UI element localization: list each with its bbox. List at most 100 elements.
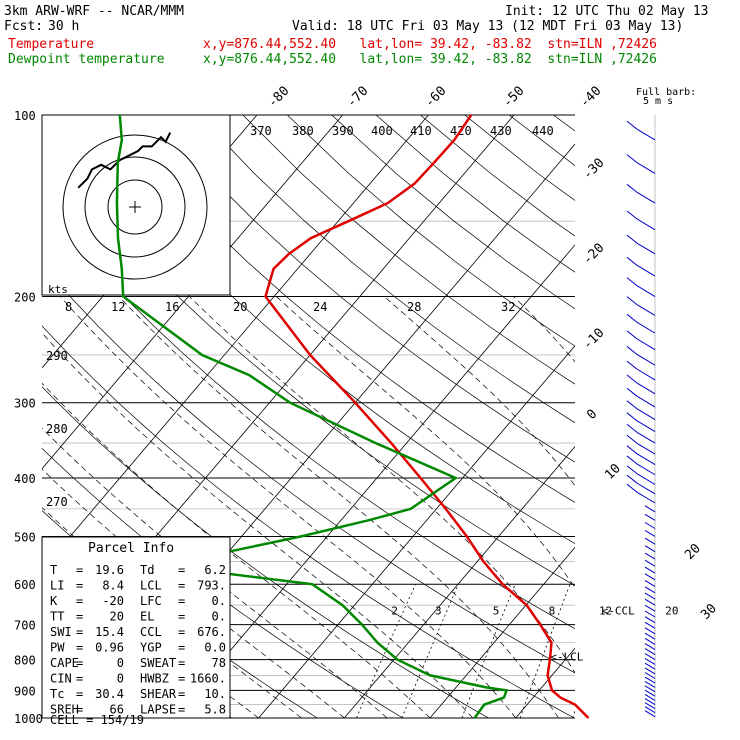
parcel-equals: =: [178, 563, 185, 577]
mixing-ratio-line: [401, 584, 459, 718]
parcel-param-label: CAPE: [50, 656, 79, 670]
pressure-label: 600: [14, 578, 36, 592]
dewpoint-profile: [115, 114, 509, 719]
parcel-param-value: 1660.: [190, 672, 226, 686]
wind-barb: [626, 256, 638, 266]
theta-side-label: 270: [46, 495, 68, 509]
mixing-ratio-label: 5: [493, 605, 500, 618]
dry-adiabat: [464, 115, 575, 201]
dry-adiabat: [642, 115, 740, 718]
dewpoint-legend: Dewpoint temperature: [8, 52, 165, 67]
wind-barb: [626, 313, 638, 323]
wind-barb: [644, 662, 656, 670]
parcel-param-value: 6.2: [204, 563, 226, 577]
wind-barb: [644, 627, 656, 635]
wind-barb: [644, 667, 656, 675]
dry-adiabat: [42, 142, 575, 587]
parcel-param-label: EL: [140, 610, 154, 624]
wind-barb: [626, 387, 638, 397]
moist-adiabat: [513, 296, 575, 363]
dry-adiabat: [65, 115, 575, 545]
wind-barb: [636, 395, 656, 408]
isotherm-line: [515, 647, 575, 718]
parcel-param-label: T: [50, 563, 57, 577]
wind-barb: [626, 474, 638, 484]
forecast-label: Fcst:: [4, 19, 44, 34]
wind-barb: [644, 537, 656, 545]
wind-barb: [644, 573, 656, 581]
parcel-param-label: PW: [50, 641, 65, 655]
wind-barb: [636, 491, 656, 504]
wind-barb: [636, 420, 656, 433]
wind-barb: [626, 330, 638, 340]
wind-barb: [626, 423, 638, 433]
mixing-ratio-label: 8: [549, 605, 556, 618]
theta-label: 370: [250, 124, 272, 138]
parcel-equals: =: [76, 672, 83, 686]
dry-adiabat: [553, 115, 575, 132]
skewed-temp-label: -40: [577, 84, 604, 111]
parcel-param-value: 10.: [204, 687, 226, 701]
wind-barb: [626, 434, 638, 444]
parcel-param-value: 30.4: [95, 687, 124, 701]
model-title: 3km ARW-WRF -- NCAR/MMM: [4, 4, 185, 19]
wind-barb: [626, 296, 638, 306]
mixing-ratio-label: 2: [391, 605, 398, 618]
skewed-temp-label: -20: [580, 241, 607, 268]
wind-barb: [644, 681, 656, 688]
wind-barb: [644, 621, 656, 629]
parcel-equals: =: [76, 656, 83, 670]
mixing-ratio-label: 12: [599, 605, 612, 618]
wind-barb: [626, 120, 638, 130]
theta-label: 380: [292, 124, 314, 138]
skewed-temp-label: -80: [265, 84, 292, 111]
skewed-temp-label: 10: [602, 461, 624, 483]
parcel-equals: =: [76, 563, 83, 577]
wind-barb: [644, 559, 656, 567]
wind-barb: [644, 706, 656, 714]
parcel-param-value: 20: [110, 610, 124, 624]
parcel-param-value: 0.: [212, 594, 226, 608]
hodograph-speed-label: 32: [501, 300, 515, 314]
isotherm-line: [42, 115, 429, 571]
parcel-param-label: LI: [50, 579, 64, 593]
wind-barb: [636, 242, 656, 255]
theta-label: 390: [332, 124, 354, 138]
hodograph-speed-label: 12: [111, 300, 125, 314]
wind-barb: [644, 648, 656, 656]
skewed-temp-label: 20: [682, 541, 704, 563]
parcel-equals: =: [178, 672, 185, 686]
parcel-info-title: Parcel Info: [88, 541, 174, 556]
skewed-temp-label: -50: [500, 84, 527, 111]
dry-adiabat: [42, 325, 575, 718]
parcel-param-value: 8.4: [102, 579, 124, 593]
parcel-param-label: LCL: [140, 579, 162, 593]
isotherm-line: [601, 115, 740, 718]
wind-barb: [626, 183, 638, 193]
parcel-param-value: 66: [110, 703, 124, 717]
parcel-param-value: 0: [117, 672, 124, 686]
wind-barb: [644, 653, 656, 660]
mixing-ratio-label: 20: [665, 605, 678, 618]
parcel-equals: =: [76, 641, 83, 655]
wind-barb: [636, 321, 656, 334]
parcel-param-value: 19.6: [95, 563, 124, 577]
parcel-param-value: 0.96: [95, 641, 124, 655]
temperature-location: x,y=876.44,552.40 lat,lon= 39.42, -83.82…: [203, 37, 657, 52]
dry-adiabat: [42, 264, 575, 674]
pressure-label: 500: [14, 530, 36, 544]
parcel-equals: =: [178, 656, 185, 670]
hodograph-speed-label: 16: [165, 300, 179, 314]
wind-barb: [636, 162, 656, 174]
skewed-temp-label: 0: [584, 407, 600, 423]
wind-barb: [636, 368, 656, 381]
wind-barb: [636, 431, 656, 444]
wind-barb: [644, 685, 656, 693]
wind-barb: [626, 412, 638, 422]
moist-adiabat: [118, 296, 559, 718]
wind-barb: [636, 473, 656, 485]
wind-barb: [644, 530, 656, 537]
wind-barb: [644, 545, 656, 553]
wind-barb: [626, 277, 638, 287]
hodograph-speed-label: 24: [313, 300, 327, 314]
